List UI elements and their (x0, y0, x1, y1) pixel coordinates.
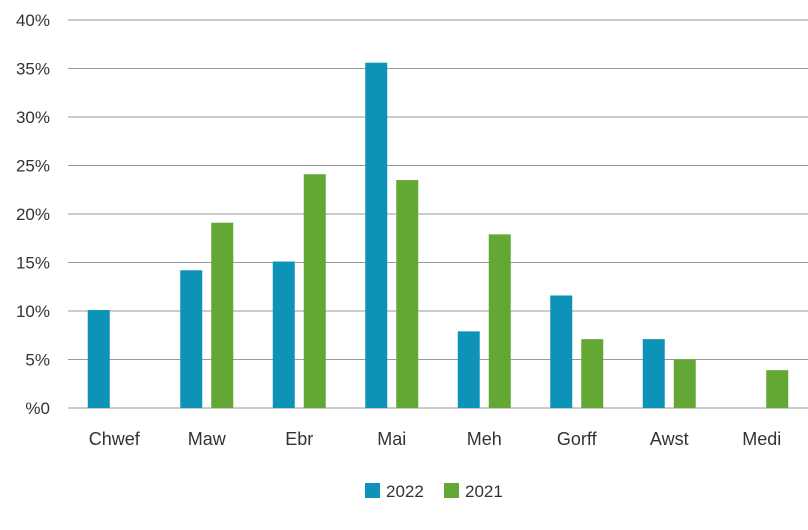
x-category-label: Ebr (285, 429, 313, 449)
y-tick-label: 35% (16, 60, 50, 79)
bar-2022-Mai (365, 62, 388, 409)
y-tick-label: 10% (16, 302, 50, 321)
y-tick-label: 25% (16, 157, 50, 176)
bar-2021-Ebr (303, 174, 326, 408)
x-category-label: Meh (467, 429, 502, 449)
bar-2022-Ebr (272, 261, 295, 408)
bar-2022-Maw (180, 270, 203, 408)
legend-label-2022: 2022 (386, 482, 424, 501)
y-axis-tick-labels: %0 5% 10% 15% 20% 25% 30% 35% 40% (16, 11, 50, 418)
x-category-label: Gorff (557, 429, 598, 449)
y-tick-label: 15% (16, 254, 50, 273)
y-tick-label: 5% (25, 351, 50, 370)
bar-2022-Awst (642, 339, 665, 408)
bar-2021-Mai (396, 180, 419, 408)
y-tick-label: 30% (16, 108, 50, 127)
legend-swatch-2021 (444, 483, 459, 498)
x-category-label: Chwef (89, 429, 141, 449)
legend-swatch-2022 (365, 483, 380, 498)
y-tick-label: 40% (16, 11, 50, 30)
bar-2022-Meh (457, 331, 480, 408)
bar-2021-Gorff (581, 339, 604, 408)
x-category-label: Maw (188, 429, 227, 449)
bar-2022-Gorff (550, 295, 573, 408)
legend-label-2021: 2021 (465, 482, 503, 501)
bars (87, 62, 789, 409)
legend: 2022 2021 (365, 482, 503, 501)
bar-2021-Medi (766, 370, 789, 408)
gridlines (68, 19, 808, 409)
bar-2021-Meh (488, 234, 511, 408)
y-tick-label: %0 (25, 399, 50, 418)
bar-2022-Chwef (87, 310, 110, 408)
x-category-label: Awst (650, 429, 689, 449)
x-category-label: Mai (377, 429, 406, 449)
bar-2021-Awst (673, 359, 696, 408)
bar-2021-Maw (211, 222, 234, 408)
y-tick-label: 20% (16, 205, 50, 224)
x-category-label: Medi (742, 429, 781, 449)
x-axis-category-labels: Chwef Maw Ebr Mai Meh Gorff Awst Medi (89, 429, 782, 449)
